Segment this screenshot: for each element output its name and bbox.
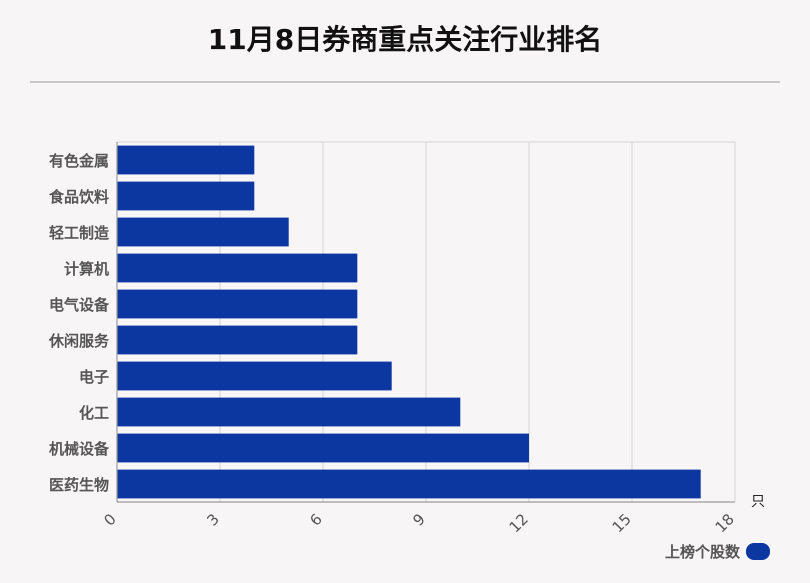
x-tick-9: 9 (409, 510, 428, 529)
x-tick-15: 15 (609, 510, 635, 536)
category-label-轻工制造: 轻工制造 (49, 224, 109, 242)
x-axis-unit: 只 (751, 494, 765, 510)
title-divider (30, 81, 780, 83)
bar-医药生物 (117, 469, 701, 499)
axes (116, 142, 736, 503)
bar-有色金属 (117, 145, 255, 175)
category-label-有色金属: 有色金属 (49, 152, 109, 170)
x-tick-12: 12 (506, 510, 532, 536)
x-tick-18: 18 (712, 510, 738, 536)
bar-机械设备 (117, 433, 529, 463)
category-label-电子: 电子 (79, 368, 109, 386)
legend-swatch (746, 543, 770, 560)
category-label-休闲服务: 休闲服务 (48, 332, 110, 350)
category-label-电气设备: 电气设备 (49, 296, 110, 314)
bar-食品饮料 (117, 181, 255, 211)
x-tick-0: 0 (100, 510, 119, 529)
bar-电子 (117, 361, 392, 391)
bar-化工 (117, 397, 461, 427)
bar-轻工制造 (117, 217, 289, 247)
bar-计算机 (117, 253, 358, 283)
category-label-计算机: 计算机 (64, 260, 109, 278)
category-label-医药生物: 医药生物 (49, 476, 109, 494)
category-label-食品饮料: 食品饮料 (49, 188, 109, 206)
chart-title: 11月8日券商重点关注行业排名 (207, 23, 603, 56)
category-label-化工: 化工 (79, 404, 109, 422)
bar-休闲服务 (117, 325, 358, 355)
x-tick-labels: 0 3 6 9 12 15 18 (100, 510, 737, 536)
bars (117, 145, 701, 499)
x-tick-3: 3 (203, 510, 222, 529)
category-label-机械设备: 机械设备 (49, 440, 110, 458)
x-tick-6: 6 (306, 510, 325, 529)
legend: 上榜个股数 (665, 541, 770, 562)
bar-电气设备 (117, 289, 358, 319)
legend-label: 上榜个股数 (664, 543, 740, 561)
